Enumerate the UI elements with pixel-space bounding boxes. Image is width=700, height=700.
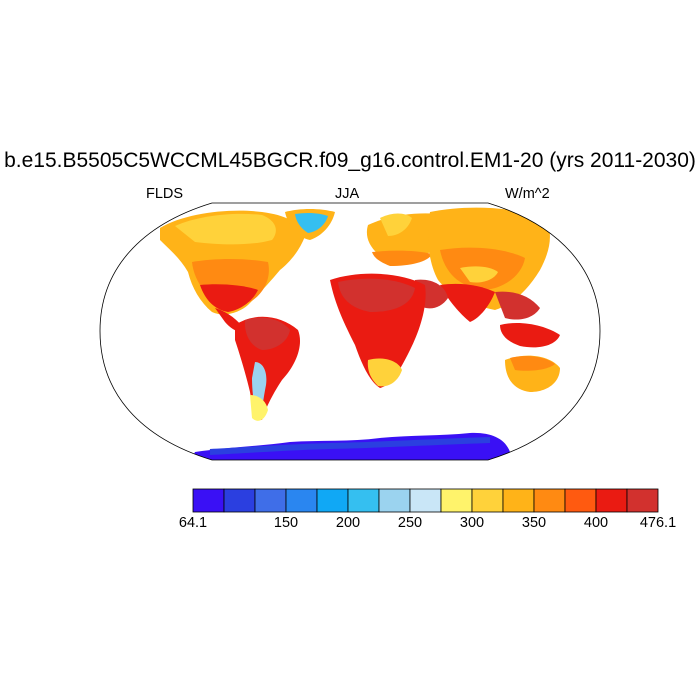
north-australia — [510, 356, 555, 371]
colorbar-swatch — [626, 488, 659, 513]
colorbar-swatch — [192, 488, 225, 513]
colorbar-tick-label: 476.1 — [639, 515, 677, 531]
colorbar-swatch — [533, 488, 566, 513]
southern-africa — [367, 358, 402, 387]
southeast-asia — [495, 291, 540, 320]
colorbar-tick-label: 250 — [397, 515, 423, 531]
sahara-region — [338, 278, 415, 312]
antarctica-coast — [209, 437, 491, 455]
colorbar-tick-label: 200 — [335, 515, 361, 531]
map-border — [99, 202, 601, 461]
colorbar-swatch — [254, 488, 287, 513]
south-asia — [440, 283, 495, 322]
colorbar-swatch — [502, 488, 535, 513]
colorbar-swatch — [564, 488, 597, 513]
southern-europe — [372, 250, 432, 266]
units-label: W/m^2 — [505, 186, 550, 202]
colorbar-swatch — [223, 488, 256, 513]
plot-title: b.e15.B5505C5WCCML45BGCR.f09_g16.control… — [4, 149, 696, 172]
usa-south — [200, 284, 258, 312]
colorbar-swatch — [409, 488, 442, 513]
amazon-region — [244, 317, 290, 350]
season-label: JJA — [335, 186, 360, 202]
canada-north — [175, 213, 276, 245]
colorbar-swatch — [595, 488, 628, 513]
map-land-field — [160, 207, 560, 460]
maritime-continent — [500, 323, 560, 348]
colorbar-tick-label: 350 — [521, 515, 547, 531]
colorbar-swatch — [285, 488, 318, 513]
colorbar — [192, 488, 659, 513]
variable-label: FLDS — [146, 186, 184, 202]
patagonia-region — [250, 395, 268, 421]
colorbar-swatch — [471, 488, 504, 513]
colorbar-swatch — [440, 488, 473, 513]
tibet-region — [460, 266, 498, 283]
colorbar-swatch — [316, 488, 349, 513]
scandinavia-region — [380, 213, 412, 236]
colorbar-tick-label: 400 — [583, 515, 609, 531]
colorbar-swatch — [347, 488, 380, 513]
colorbar-tick-label: 64.1 — [178, 515, 208, 531]
colorbar-tick-label: 300 — [459, 515, 485, 531]
colorbar-swatch — [378, 488, 411, 513]
colorbar-tick-label: 150 — [273, 515, 299, 531]
greenland-ice — [295, 212, 328, 233]
